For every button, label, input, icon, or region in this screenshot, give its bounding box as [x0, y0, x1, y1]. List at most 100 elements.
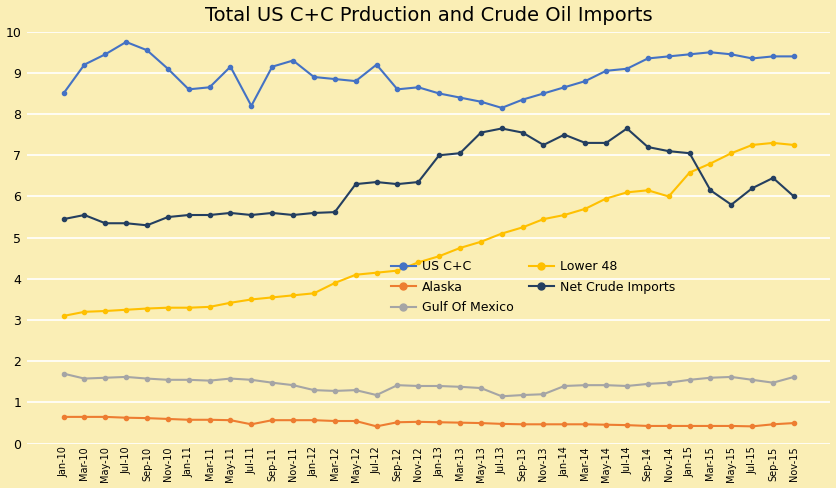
Net Crude Imports [434, 152, 444, 158]
Lower 48 [309, 290, 319, 296]
Alaska [184, 417, 194, 423]
Title: Total US C+C Prduction and Crude Oil Imports: Total US C+C Prduction and Crude Oil Imp… [205, 5, 653, 24]
Alaska [100, 414, 110, 420]
Gulf Of Mexico [685, 377, 695, 383]
Gulf Of Mexico [601, 382, 611, 388]
Net Crude Imports [455, 150, 465, 156]
Net Crude Imports [100, 220, 110, 226]
Alaska [79, 414, 89, 420]
Gulf Of Mexico [747, 377, 757, 383]
Lower 48 [329, 280, 339, 286]
Alaska [268, 417, 278, 423]
Lower 48 [476, 239, 486, 244]
Lower 48 [538, 216, 548, 222]
Alaska [121, 415, 131, 421]
Net Crude Imports [350, 181, 360, 187]
Alaska [392, 419, 402, 425]
Alaska [497, 421, 507, 427]
Gulf Of Mexico [59, 371, 69, 377]
Lower 48 [580, 206, 590, 212]
Net Crude Imports [163, 214, 173, 220]
Net Crude Imports [643, 144, 653, 150]
Alaska [371, 424, 381, 429]
Net Crude Imports [226, 210, 236, 216]
Lower 48 [559, 212, 569, 218]
Net Crude Imports [309, 210, 319, 216]
Alaska [329, 418, 339, 424]
US C+C [309, 74, 319, 80]
Line: Lower 48: Lower 48 [61, 141, 796, 318]
Lower 48 [664, 194, 674, 200]
Lower 48 [517, 224, 528, 230]
Lower 48 [747, 142, 757, 148]
Line: Alaska: Alaska [61, 415, 796, 428]
US C+C [79, 61, 89, 67]
Alaska [768, 421, 778, 427]
Lower 48 [497, 231, 507, 237]
Lower 48 [184, 305, 194, 311]
Alaska [538, 421, 548, 427]
Gulf Of Mexico [434, 383, 444, 389]
US C+C [163, 66, 173, 72]
Gulf Of Mexico [643, 381, 653, 387]
Alaska [59, 414, 69, 420]
Alaska [413, 419, 423, 425]
US C+C [247, 103, 257, 109]
Alaska [476, 420, 486, 426]
Net Crude Imports [726, 202, 737, 207]
US C+C [747, 56, 757, 61]
US C+C [142, 47, 152, 53]
Gulf Of Mexico [350, 387, 360, 393]
Alaska [685, 423, 695, 429]
Net Crude Imports [121, 220, 131, 226]
Net Crude Imports [706, 187, 716, 193]
Gulf Of Mexico [121, 374, 131, 380]
Alaska [601, 422, 611, 427]
Gulf Of Mexico [247, 377, 257, 383]
US C+C [434, 91, 444, 97]
Gulf Of Mexico [768, 380, 778, 386]
US C+C [413, 84, 423, 90]
US C+C [350, 78, 360, 84]
Line: Gulf Of Mexico: Gulf Of Mexico [61, 371, 796, 398]
US C+C [288, 58, 298, 63]
Alaska [163, 416, 173, 422]
Gulf Of Mexico [392, 382, 402, 388]
Net Crude Imports [747, 185, 757, 191]
Gulf Of Mexico [184, 377, 194, 383]
Gulf Of Mexico [288, 382, 298, 388]
Lower 48 [205, 304, 215, 310]
Lower 48 [100, 308, 110, 314]
Net Crude Imports [601, 140, 611, 146]
Net Crude Imports [392, 181, 402, 187]
Lower 48 [350, 272, 360, 278]
Net Crude Imports [664, 148, 674, 154]
Lower 48 [789, 142, 799, 148]
Gulf Of Mexico [309, 387, 319, 393]
Net Crude Imports [538, 142, 548, 148]
Lower 48 [142, 305, 152, 311]
US C+C [268, 64, 278, 70]
Gulf Of Mexico [329, 388, 339, 394]
Net Crude Imports [476, 130, 486, 136]
US C+C [622, 66, 632, 72]
Gulf Of Mexico [706, 375, 716, 381]
Net Crude Imports [622, 125, 632, 131]
Net Crude Imports [288, 212, 298, 218]
Lower 48 [726, 150, 737, 156]
US C+C [643, 56, 653, 61]
Net Crude Imports [768, 175, 778, 181]
Lower 48 [247, 297, 257, 303]
Alaska [226, 417, 236, 423]
Alaska [643, 423, 653, 429]
Alaska [706, 423, 716, 429]
Lower 48 [455, 245, 465, 251]
Lower 48 [226, 300, 236, 305]
US C+C [664, 54, 674, 60]
Alaska [517, 421, 528, 427]
Gulf Of Mexico [79, 376, 89, 382]
Gulf Of Mexico [559, 383, 569, 389]
Lower 48 [643, 187, 653, 193]
Lower 48 [768, 140, 778, 146]
Gulf Of Mexico [789, 374, 799, 380]
